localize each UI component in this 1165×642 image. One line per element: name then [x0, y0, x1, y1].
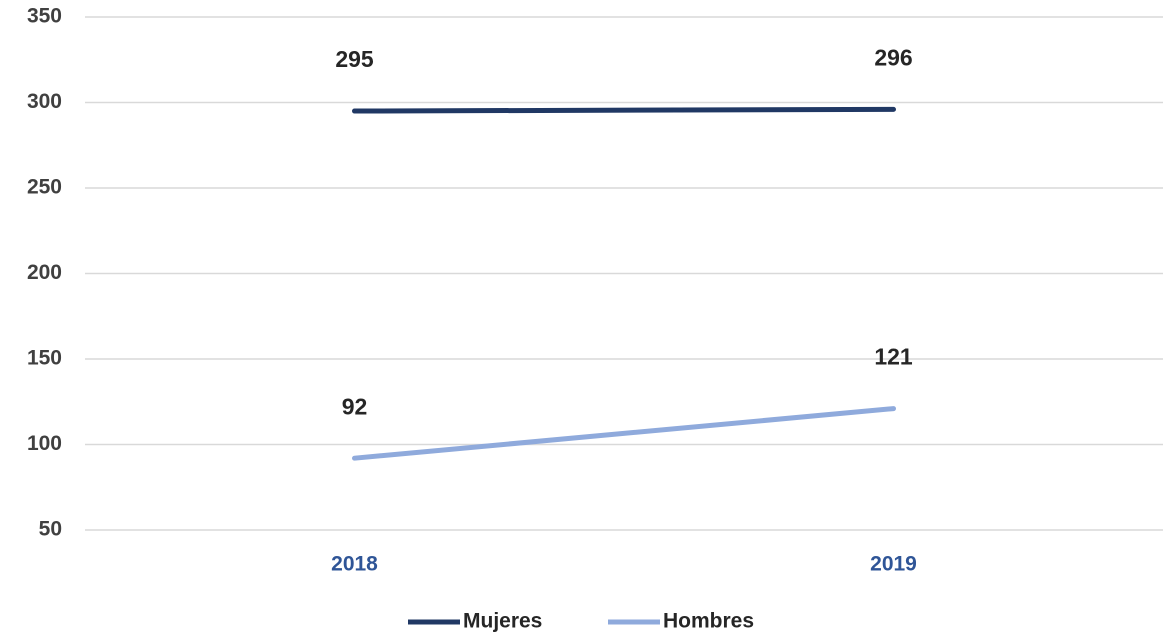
y-tick-label: 250: [27, 176, 62, 199]
x-tick-label: 2018: [331, 553, 378, 576]
data-label: 92: [342, 393, 368, 419]
series-line: [352, 106, 896, 114]
legend-label: Mujeres: [463, 610, 542, 633]
y-tick-label: 300: [27, 90, 62, 113]
series-line: [352, 406, 896, 461]
y-tick-label: 150: [27, 347, 62, 370]
x-tick-label: 2019: [870, 553, 917, 576]
legend-label: Hombres: [663, 610, 754, 633]
data-label: 295: [335, 46, 374, 72]
data-label: 296: [874, 44, 912, 70]
y-tick-label: 200: [27, 261, 62, 284]
y-tick-label: 100: [27, 432, 62, 455]
y-tick-label: 50: [39, 518, 62, 541]
data-label: 121: [874, 344, 913, 370]
y-tick-label: 350: [27, 5, 62, 28]
